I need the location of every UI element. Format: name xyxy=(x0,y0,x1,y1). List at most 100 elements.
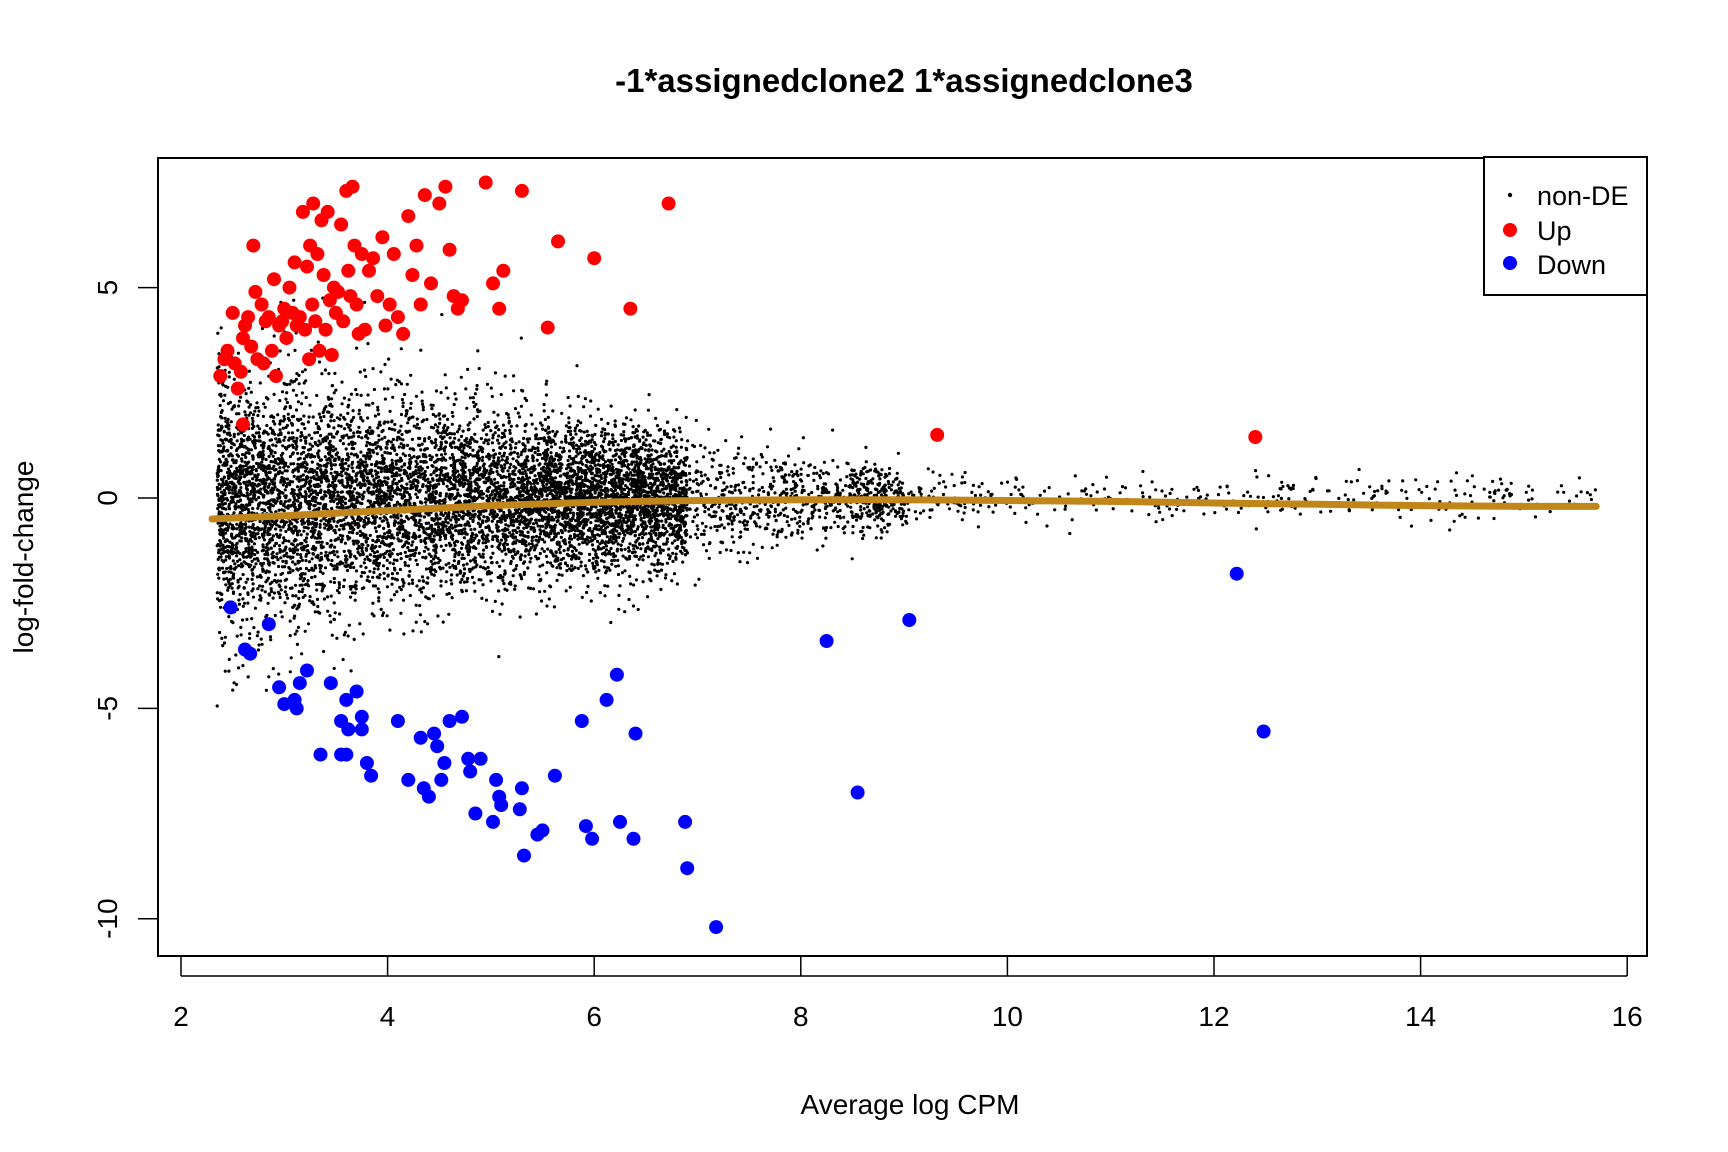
point-nonde xyxy=(498,541,502,546)
point-nonde xyxy=(1425,484,1429,489)
point-nonde xyxy=(800,490,804,495)
point-nonde xyxy=(340,474,344,478)
point-nonde xyxy=(801,484,805,489)
point-nonde xyxy=(455,573,459,577)
point-nonde xyxy=(736,452,740,456)
point-nonde xyxy=(552,530,556,534)
point-nonde xyxy=(760,455,764,459)
point-nonde xyxy=(282,477,286,481)
point-nonde xyxy=(215,704,219,708)
chart-title: -1*assignedclone2 1*assignedclone3 xyxy=(615,62,1193,99)
point-nonde xyxy=(519,557,523,562)
point-nonde xyxy=(681,460,686,464)
point-nonde xyxy=(420,501,424,505)
point-nonde xyxy=(549,561,553,565)
point-nonde xyxy=(502,582,506,586)
point-nonde xyxy=(1242,494,1246,498)
point-nonde xyxy=(590,455,594,459)
point-nonde xyxy=(481,475,485,479)
point-nonde xyxy=(525,483,529,487)
point-nonde xyxy=(662,487,666,491)
point-nonde xyxy=(337,586,341,590)
point-nonde xyxy=(484,541,488,545)
point-nonde xyxy=(1005,480,1010,484)
point-nonde xyxy=(411,540,415,544)
point-nonde xyxy=(566,515,570,519)
point-nonde xyxy=(584,567,588,571)
point-nonde xyxy=(256,648,261,652)
point-nonde xyxy=(590,472,594,476)
point-nonde xyxy=(477,539,481,543)
point-nonde xyxy=(334,447,338,451)
point-nonde xyxy=(534,494,538,498)
point-nonde xyxy=(758,465,762,469)
point-nonde xyxy=(516,451,520,456)
point-nonde xyxy=(704,549,709,553)
point-nonde xyxy=(769,465,773,469)
point-nonde xyxy=(1147,513,1151,517)
point-nonde xyxy=(352,527,356,532)
point-nonde xyxy=(663,527,668,531)
point-nonde xyxy=(497,428,501,432)
point-nonde xyxy=(602,440,606,444)
point-nonde xyxy=(333,545,337,549)
point-nonde xyxy=(1463,492,1467,496)
point-nonde xyxy=(311,534,315,538)
point-nonde xyxy=(538,510,542,515)
point-nonde xyxy=(893,509,898,513)
point-nonde xyxy=(308,442,312,446)
point-nonde xyxy=(632,443,636,448)
point-nonde xyxy=(468,524,472,528)
point-nonde xyxy=(559,535,563,540)
point-nonde xyxy=(523,469,527,473)
point-nonde xyxy=(404,535,408,539)
point-nonde xyxy=(848,492,852,496)
point-nonde xyxy=(608,472,612,476)
point-nonde xyxy=(465,562,469,566)
point-nonde xyxy=(225,566,229,571)
point-nonde xyxy=(1488,490,1492,494)
point-nonde xyxy=(445,570,449,574)
point-nonde xyxy=(710,465,714,469)
point-nonde xyxy=(460,556,464,561)
point-nonde xyxy=(615,493,619,497)
point-nonde xyxy=(1239,506,1243,510)
point-nonde xyxy=(682,486,686,490)
point-nonde xyxy=(774,465,778,469)
point-nonde xyxy=(224,555,228,559)
point-nonde xyxy=(388,561,392,565)
point-nonde xyxy=(417,521,421,525)
point-nonde xyxy=(387,357,391,361)
point-nonde xyxy=(582,430,586,434)
point-nonde xyxy=(646,483,650,487)
point-nonde xyxy=(694,418,698,422)
point-nonde xyxy=(391,395,395,399)
point-nonde xyxy=(438,538,442,542)
point-nonde xyxy=(727,473,731,477)
point-nonde xyxy=(585,590,589,595)
point-nonde xyxy=(451,563,455,568)
point-nonde xyxy=(254,469,258,473)
point-nonde xyxy=(835,483,839,487)
point-nonde xyxy=(332,666,336,671)
point-nonde xyxy=(519,498,523,502)
point-nonde xyxy=(495,463,499,467)
point-nonde xyxy=(613,419,617,423)
point-nonde xyxy=(332,463,336,467)
point-nonde xyxy=(720,523,724,527)
point-nonde xyxy=(250,422,255,426)
point-nonde xyxy=(251,465,256,469)
point-nonde xyxy=(534,554,538,559)
point-nonde xyxy=(243,523,248,527)
point-nonde xyxy=(892,491,896,495)
point-nonde xyxy=(409,483,413,487)
point-nonde xyxy=(407,574,411,578)
point-nonde xyxy=(268,508,272,512)
point-nonde xyxy=(575,423,580,427)
point-nonde xyxy=(395,452,399,457)
point-nonde xyxy=(481,541,485,545)
point-nonde xyxy=(673,539,677,543)
point-nonde xyxy=(626,463,631,467)
point-nonde xyxy=(257,435,262,439)
point-nonde xyxy=(341,657,345,662)
